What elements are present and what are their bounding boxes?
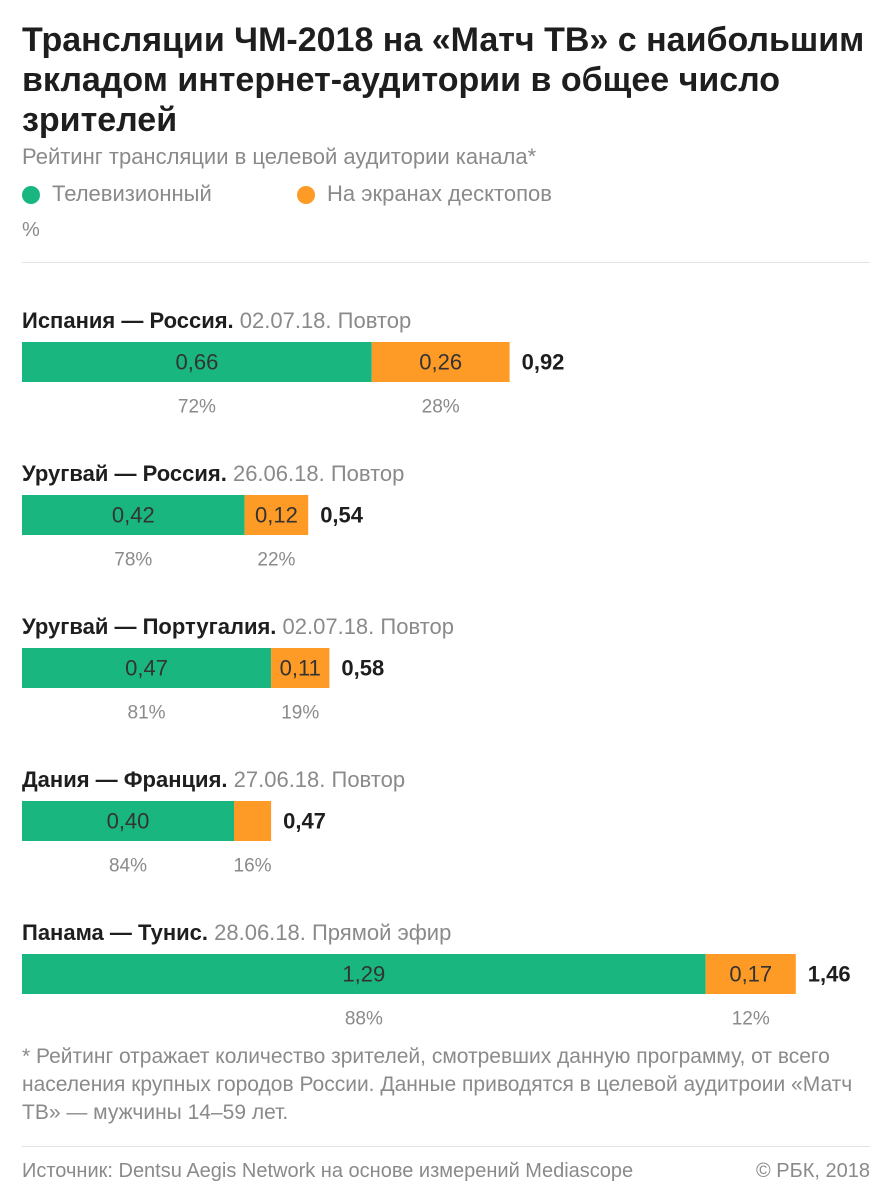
legend-label-desktop: На экранах десктопов — [327, 181, 552, 206]
chart-subtitle: Рейтинг трансляции в целевой аудитории к… — [22, 144, 537, 169]
bar-desktop — [371, 342, 510, 382]
divider-bottom — [22, 1146, 870, 1147]
divider-top — [22, 262, 870, 263]
match-meta: 02.07.18. Повтор — [276, 614, 454, 639]
percent-label-tv: 88% — [345, 1009, 383, 1030]
total-label: 1,46 — [808, 962, 851, 987]
value-label-tv: 0,42 — [112, 503, 155, 528]
match-name: Уругвай — Россия. — [22, 461, 227, 486]
match-meta: 27.06.18. Повтор — [227, 767, 406, 792]
match-heading: Уругвай — Португалия. 02.07.18. Повтор — [22, 614, 454, 640]
match-name: Испания — Россия. — [22, 308, 234, 333]
legend-label-tv: Телевизионный — [52, 181, 212, 206]
value-label-tv: 0,40 — [107, 809, 150, 834]
value-label-desktop: 0,17 — [729, 962, 772, 987]
percent-label-desktop: 12% — [732, 1009, 770, 1030]
value-label-tv: 0,47 — [125, 656, 168, 681]
total-label: 0,47 — [283, 809, 326, 834]
percent-label-desktop: 19% — [281, 703, 319, 724]
bar-desktop — [234, 801, 272, 841]
bar-tv — [22, 342, 372, 382]
match-heading: Испания — Россия. 02.07.18. Повтор — [22, 308, 411, 334]
percent-label-desktop: 22% — [257, 550, 295, 571]
match-heading: Уругвай — Россия. 26.06.18. Повтор — [22, 461, 404, 487]
match-name: Панама — Тунис. — [22, 920, 209, 945]
bar-tv — [22, 954, 706, 994]
match-meta: 26.06.18. Повтор — [226, 461, 405, 486]
source-note: Источник: Dentsu Aegis Network на основе… — [22, 1160, 634, 1182]
copyright: © РБК, 2018 — [755, 1160, 870, 1182]
value-label-desktop: 0,12 — [255, 503, 298, 528]
total-label: 0,92 — [522, 350, 565, 375]
bar-desktop — [244, 495, 309, 535]
match-meta: 28.06.18. Прямой эфир — [208, 920, 452, 945]
percent-label-tv: 81% — [128, 703, 166, 724]
unit-label: % — [22, 219, 40, 241]
match-heading: Панама — Тунис. 28.06.18. Прямой эфир — [22, 920, 451, 946]
match-name: Дания — Франция. — [22, 767, 228, 792]
bar-desktop — [271, 648, 330, 688]
match-name: Уругвай — Португалия. — [22, 614, 277, 639]
legend-swatch-tv — [22, 186, 40, 204]
value-label-tv: 1,29 — [342, 962, 385, 987]
bar-tv — [22, 495, 245, 535]
value-label-tv: 0,66 — [175, 350, 218, 375]
footnote: * Рейтинг отражает количество зрителей, … — [22, 1045, 853, 1124]
value-label-desktop: 0,11 — [280, 656, 321, 681]
bar-desktop — [705, 954, 796, 994]
chart-title: Трансляции ЧМ-2018 на «Матч ТВ» с наибол… — [22, 21, 865, 139]
match-heading: Дания — Франция. 27.06.18. Повтор — [22, 767, 405, 793]
legend-swatch-desktop — [297, 186, 315, 204]
total-label: 0,58 — [341, 656, 384, 681]
value-label-desktop: 0,26 — [419, 350, 462, 375]
percent-label-tv: 84% — [109, 856, 147, 877]
percent-label-tv: 72% — [178, 397, 216, 418]
stacked-bar-chart: 0,66 72% 0,26 28% 0,92 0,42 78% 0,12 22% 0,54 0,47… — [22, 342, 851, 1030]
bar-tv — [22, 648, 272, 688]
total-label: 0,54 — [320, 503, 364, 528]
percent-label-desktop: 16% — [234, 856, 272, 877]
bar-tv — [22, 801, 234, 841]
percent-label-desktop: 28% — [422, 397, 460, 418]
percent-label-tv: 78% — [114, 550, 152, 571]
match-meta: 02.07.18. Повтор — [233, 308, 412, 333]
